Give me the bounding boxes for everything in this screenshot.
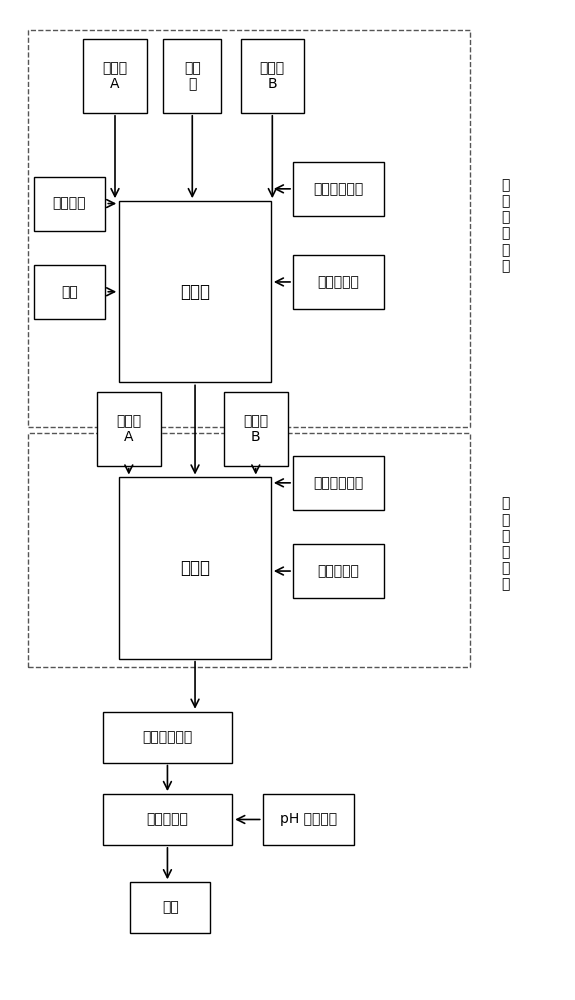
Text: 剩余混合单体: 剩余混合单体 (313, 476, 363, 490)
Bar (33, 177, 105, 231)
Text: 乳
液
聚
合
阶
段: 乳 液 聚 合 阶 段 (501, 497, 509, 592)
Text: 产品: 产品 (162, 901, 179, 915)
Bar (130, 882, 210, 933)
Bar (33, 265, 105, 319)
Text: 反应釜: 反应釜 (180, 559, 210, 577)
Bar (293, 456, 384, 510)
Text: 电动
机: 电动 机 (184, 61, 201, 91)
Text: 产品后处理: 产品后处理 (147, 812, 189, 826)
Text: 真空脱吸处理: 真空脱吸处理 (143, 730, 193, 744)
Text: 部分混合单体: 部分混合单体 (313, 182, 363, 196)
Bar (28, 433, 470, 667)
Bar (119, 201, 271, 382)
Bar (263, 794, 354, 845)
Text: 去离子水: 去离子水 (53, 197, 86, 211)
Bar (224, 392, 288, 466)
Text: pH 值调节剂: pH 值调节剂 (279, 812, 337, 826)
Text: 引发剂
A: 引发剂 A (116, 414, 141, 444)
Text: 混合乳化剂: 混合乳化剂 (317, 564, 359, 578)
Bar (293, 255, 384, 309)
Bar (102, 712, 232, 763)
Bar (28, 30, 470, 426)
Bar (83, 39, 147, 113)
Text: 反应釜: 反应釜 (180, 283, 210, 301)
Bar (240, 39, 304, 113)
Bar (163, 39, 221, 113)
Bar (293, 544, 384, 598)
Bar (293, 162, 384, 216)
Bar (102, 794, 232, 845)
Text: 引发剂
A: 引发剂 A (102, 61, 128, 91)
Bar (119, 477, 271, 659)
Bar (97, 392, 160, 466)
Text: 种子乳化剂: 种子乳化剂 (317, 275, 359, 289)
Text: 引发剂
B: 引发剂 B (243, 414, 269, 444)
Text: 引发剂
B: 引发剂 B (260, 61, 285, 91)
Text: 种
子
聚
合
阶
段: 种 子 聚 合 阶 段 (501, 178, 509, 273)
Text: 助剂: 助剂 (61, 285, 78, 299)
